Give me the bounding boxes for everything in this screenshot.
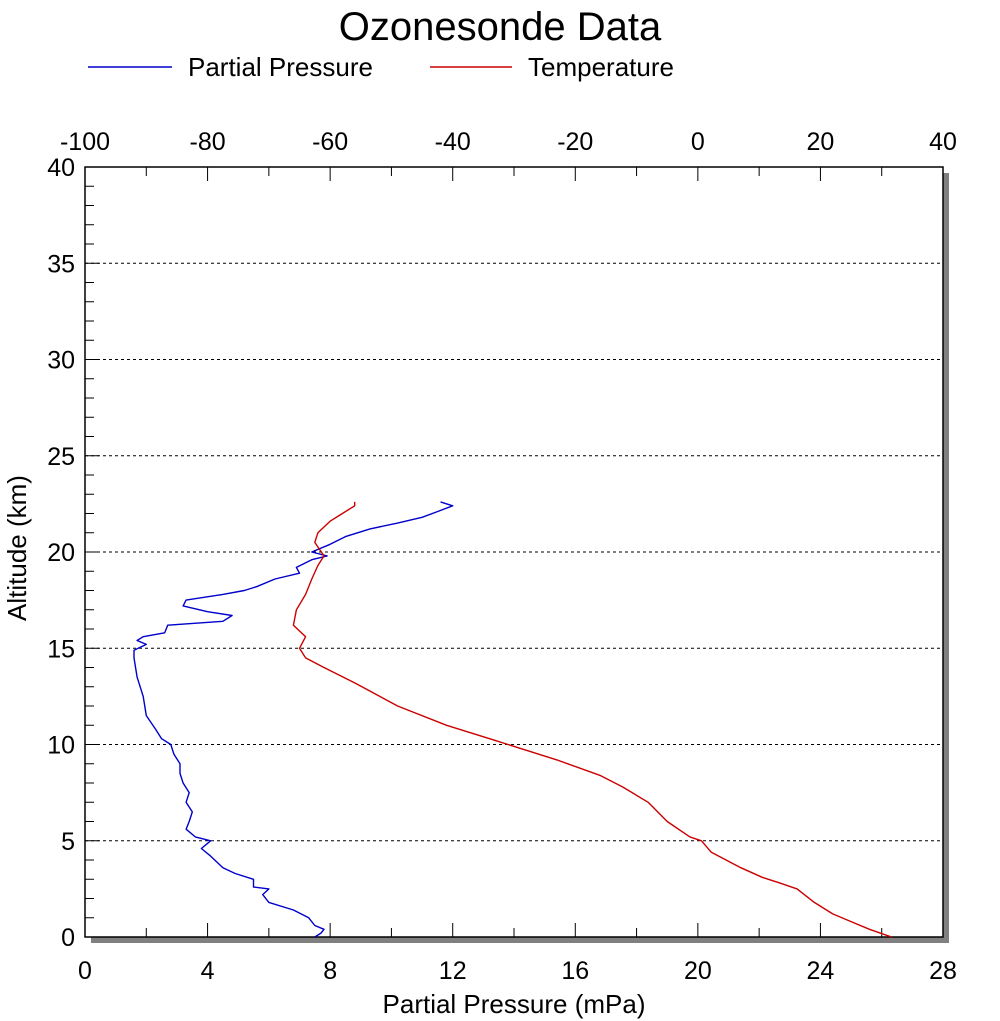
y-tick-label-7: 35 xyxy=(47,250,75,278)
x-top-tick-label-2: -60 xyxy=(312,128,348,156)
plot-shadow-bottom xyxy=(91,937,949,943)
x-bottom-tick-label-1: 4 xyxy=(201,957,215,985)
x-top-tick-label-5: 0 xyxy=(691,128,705,156)
series-line-temperature xyxy=(292,501,892,938)
x-axis-label: Partial Pressure (mPa) xyxy=(383,989,646,1019)
y-tick-label-5: 25 xyxy=(47,443,75,471)
x-top-tick-label-0: -100 xyxy=(60,128,110,156)
y-axis-label: Altitude (km) xyxy=(2,475,32,621)
legend: Partial Pressure Temperature xyxy=(88,52,674,82)
x-top-tick-label-6: 20 xyxy=(807,128,835,156)
chart-title: Ozonesonde Data xyxy=(339,5,662,49)
y-tick-label-3: 15 xyxy=(47,635,75,663)
x-top-tick-label-7: 40 xyxy=(929,128,957,156)
y-tick-label-4: 20 xyxy=(47,539,75,567)
series-line-partial-pressure xyxy=(133,501,454,938)
axis-ticks: 0 5 10 15 20 25 30 35 40 0 4 8 12 16 20 24 28 -100 -80 -60 -… xyxy=(47,128,957,985)
y-tick-label-2: 10 xyxy=(47,732,75,760)
x-top-tick-label-4: -20 xyxy=(557,128,593,156)
legend-label-temperature: Temperature xyxy=(528,52,674,82)
x-bottom-tick-label-3: 12 xyxy=(439,957,467,985)
y-tick-label-6: 30 xyxy=(47,347,75,375)
x-top-tick-label-1: -80 xyxy=(190,128,226,156)
series-lines xyxy=(133,501,892,938)
legend-label-partial-pressure: Partial Pressure xyxy=(188,52,373,82)
x-bottom-tick-label-7: 28 xyxy=(929,957,957,985)
x-bottom-tick-label-5: 20 xyxy=(684,957,712,985)
x-bottom-tick-label-6: 24 xyxy=(807,957,835,985)
x-bottom-tick-label-2: 8 xyxy=(323,957,337,985)
plot-shadow-right xyxy=(943,173,949,943)
y-tick-label-8: 40 xyxy=(47,154,75,182)
y-tick-label-0: 0 xyxy=(61,924,75,952)
x-bottom-tick-label-4: 16 xyxy=(561,957,589,985)
x-bottom-tick-label-0: 0 xyxy=(78,957,92,985)
y-tick-label-1: 5 xyxy=(61,828,75,856)
grid-lines xyxy=(85,262,943,842)
x-top-tick-label-3: -40 xyxy=(435,128,471,156)
